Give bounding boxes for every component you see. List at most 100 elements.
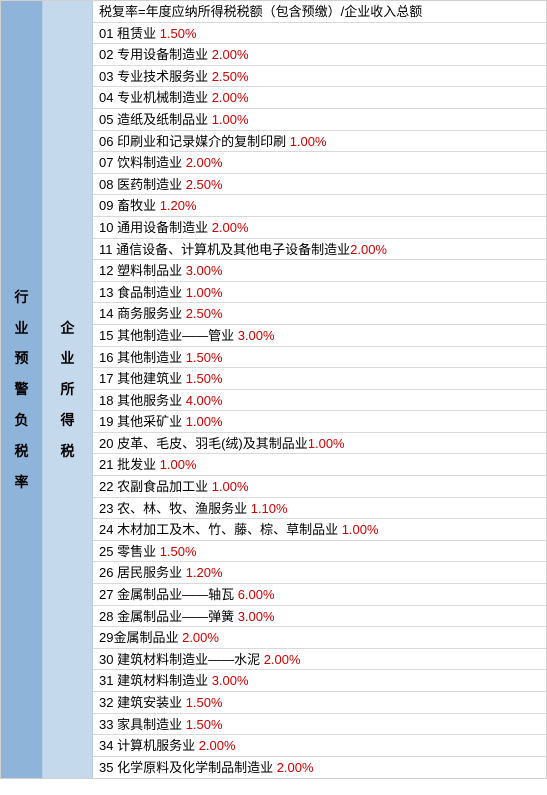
table-row: 33 家具制造业 1.50% <box>93 714 546 736</box>
row-name: 建筑安装业 <box>113 695 185 710</box>
table-row: 07 饮料制造业 2.00% <box>93 152 546 174</box>
row-percent: 1.50% <box>186 717 223 732</box>
row-num: 16 <box>99 350 113 365</box>
row-name: 农副食品加工业 <box>113 479 211 494</box>
row-name: 木材加工及木、竹、藤、棕、草制品业 <box>113 522 341 537</box>
row-num: 15 <box>99 328 113 343</box>
row-num: 13 <box>99 285 113 300</box>
table-row: 10 通用设备制造业 2.00% <box>93 217 546 239</box>
row-name: 印刷业和记录媒介的复制印刷 <box>113 134 289 149</box>
table-row: 03 专业技术服务业 2.50% <box>93 66 546 88</box>
table-row: 18 其他服务业 4.00% <box>93 390 546 412</box>
row-num: 22 <box>99 479 113 494</box>
row-name: 食品制造业 <box>113 285 185 300</box>
row-percent: 3.00% <box>238 609 275 624</box>
row-percent: 1.20% <box>160 198 197 213</box>
table-row: 12 塑料制品业 3.00% <box>93 260 546 282</box>
row-percent: 1.00% <box>212 479 249 494</box>
row-name: 金属制品业——轴瓦 <box>113 587 237 602</box>
row-name: 家具制造业 <box>113 717 185 732</box>
row-percent: 2.00% <box>212 47 249 62</box>
row-percent: 6.00% <box>238 587 275 602</box>
row-percent: 1.00% <box>342 522 379 537</box>
row-num: 10 <box>99 220 113 235</box>
row-name: 农、林、牧、渔服务业 <box>113 501 250 516</box>
table-row: 23 农、林、牧、渔服务业 1.10% <box>93 498 546 520</box>
row-percent: 3.00% <box>238 328 275 343</box>
row-num: 12 <box>99 263 113 278</box>
row-name: 计算机服务业 <box>113 738 198 753</box>
table-row: 29金属制品业 2.00% <box>93 627 546 649</box>
table-row: 20 皮革、毛皮、羽毛(绒)及其制品业1.00% <box>93 433 546 455</box>
row-num: 03 <box>99 69 113 84</box>
row-percent: 2.00% <box>186 155 223 170</box>
row-num: 08 <box>99 177 113 192</box>
row-name: 金属制品业——弹簧 <box>113 609 237 624</box>
table-row: 22 农副食品加工业 1.00% <box>93 476 546 498</box>
row-name: 皮革、毛皮、羽毛(绒)及其制品业 <box>113 436 307 451</box>
table-row: 11 通信设备、计算机及其他电子设备制造业2.00% <box>93 239 546 261</box>
row-percent: 1.50% <box>160 544 197 559</box>
row-name: 其他建筑业 <box>113 371 185 386</box>
table-row: 14 商务服务业 2.50% <box>93 303 546 325</box>
row-num: 23 <box>99 501 113 516</box>
row-name: 批发业 <box>113 457 159 472</box>
table-row: 19 其他采矿业 1.00% <box>93 411 546 433</box>
table-row: 28 金属制品业——弹簧 3.00% <box>93 606 546 628</box>
row-percent: 3.00% <box>186 263 223 278</box>
row-num: 19 <box>99 414 113 429</box>
table-row: 21 批发业 1.00% <box>93 454 546 476</box>
row-percent: 3.00% <box>212 673 249 688</box>
table-row: 08 医药制造业 2.50% <box>93 174 546 196</box>
row-name: 其他制造业——管业 <box>113 328 237 343</box>
row-percent: 2.00% <box>182 630 219 645</box>
row-percent: 2.00% <box>264 652 301 667</box>
row-name: 通信设备、计算机及其他电子设备制造业 <box>113 242 351 257</box>
row-name: 商务服务业 <box>113 306 185 321</box>
row-percent: 1.50% <box>160 26 197 41</box>
tax-table: 行业预警负税率 企业所得税 税复率=年度应纳所得税税额（包含预缴）/企业收入总额… <box>0 0 547 779</box>
table-row: 15 其他制造业——管业 3.00% <box>93 325 546 347</box>
row-percent: 1.00% <box>186 414 223 429</box>
table-row: 35 化学原料及化学制品制造业 2.00% <box>93 757 546 779</box>
row-percent: 2.00% <box>350 242 387 257</box>
row-num: 05 <box>99 112 113 127</box>
row-name: 医药制造业 <box>113 177 185 192</box>
formula-row: 税复率=年度应纳所得税税额（包含预缴）/企业收入总额 <box>93 1 546 23</box>
row-name: 居民服务业 <box>113 565 185 580</box>
row-name: 其他制造业 <box>113 350 185 365</box>
row-num: 17 <box>99 371 113 386</box>
row-percent: 1.50% <box>186 695 223 710</box>
table-row: 17 其他建筑业 1.50% <box>93 368 546 390</box>
row-name: 塑料制品业 <box>113 263 185 278</box>
table-row: 16 其他制造业 1.50% <box>93 347 546 369</box>
row-name: 建筑材料制造业——水泥 <box>113 652 263 667</box>
row-percent: 2.00% <box>212 90 249 105</box>
row-num: 02 <box>99 47 113 62</box>
row-name: 通用设备制造业 <box>113 220 211 235</box>
row-num: 31 <box>99 673 113 688</box>
row-name: 金属制品业 <box>113 630 182 645</box>
row-num: 21 <box>99 457 113 472</box>
table-row: 31 建筑材料制造业 3.00% <box>93 670 546 692</box>
right-column: 税复率=年度应纳所得税税额（包含预缴）/企业收入总额 01 租赁业 1.50%0… <box>93 1 546 778</box>
table-row: 09 畜牧业 1.20% <box>93 195 546 217</box>
row-num: 11 <box>99 242 113 257</box>
row-name: 专业机械制造业 <box>113 90 211 105</box>
table-row: 02 专用设备制造业 2.00% <box>93 44 546 66</box>
row-num: 06 <box>99 134 113 149</box>
table-row: 30 建筑材料制造业——水泥 2.00% <box>93 649 546 671</box>
row-percent: 1.50% <box>186 350 223 365</box>
table-row: 24 木材加工及木、竹、藤、棕、草制品业 1.00% <box>93 519 546 541</box>
table-row: 01 租赁业 1.50% <box>93 23 546 45</box>
left-column: 行业预警负税率 <box>1 1 43 778</box>
row-num: 30 <box>99 652 113 667</box>
table-row: 04 专业机械制造业 2.00% <box>93 87 546 109</box>
row-percent: 1.00% <box>186 285 223 300</box>
row-percent: 1.10% <box>251 501 288 516</box>
row-name: 畜牧业 <box>113 198 159 213</box>
row-name: 租赁业 <box>113 26 159 41</box>
row-percent: 1.50% <box>186 371 223 386</box>
row-percent: 2.00% <box>212 220 249 235</box>
row-num: 25 <box>99 544 113 559</box>
